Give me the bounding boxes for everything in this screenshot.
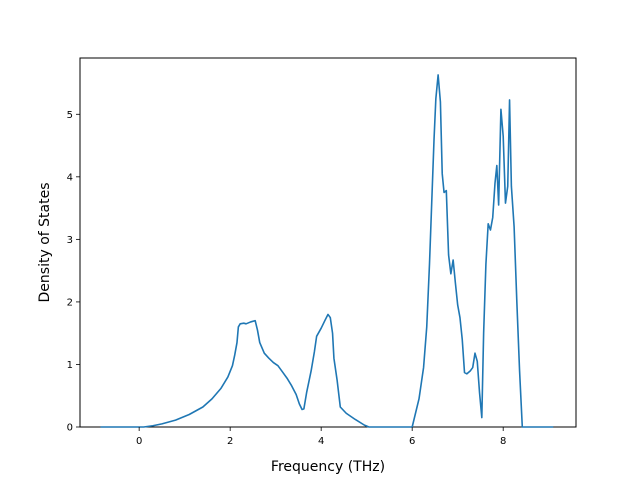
plot-area-frame [79,57,577,428]
series-layer [100,74,554,428]
x-axis-label: Frequency (THz) [271,459,385,475]
y-tick-label: 5 [67,110,73,121]
x-tick-label: 0 [136,436,142,447]
x-tick-label: 8 [500,436,506,447]
x-tick-label: 4 [318,436,324,447]
y-tick-label: 1 [67,360,73,371]
x-tick-label: 2 [227,436,233,447]
series-line-0 [100,74,554,428]
y-axis-label: Density of States [37,183,53,303]
x-tick-label: 6 [409,436,415,447]
y-tick-label: 4 [67,172,73,183]
y-tick-label: 0 [67,423,73,434]
x-axis: 0 2 4 6 8 [136,427,506,447]
y-tick-label: 3 [67,235,73,246]
y-axis: 0 1 2 3 4 5 [67,110,80,434]
y-tick-label: 2 [67,297,73,308]
